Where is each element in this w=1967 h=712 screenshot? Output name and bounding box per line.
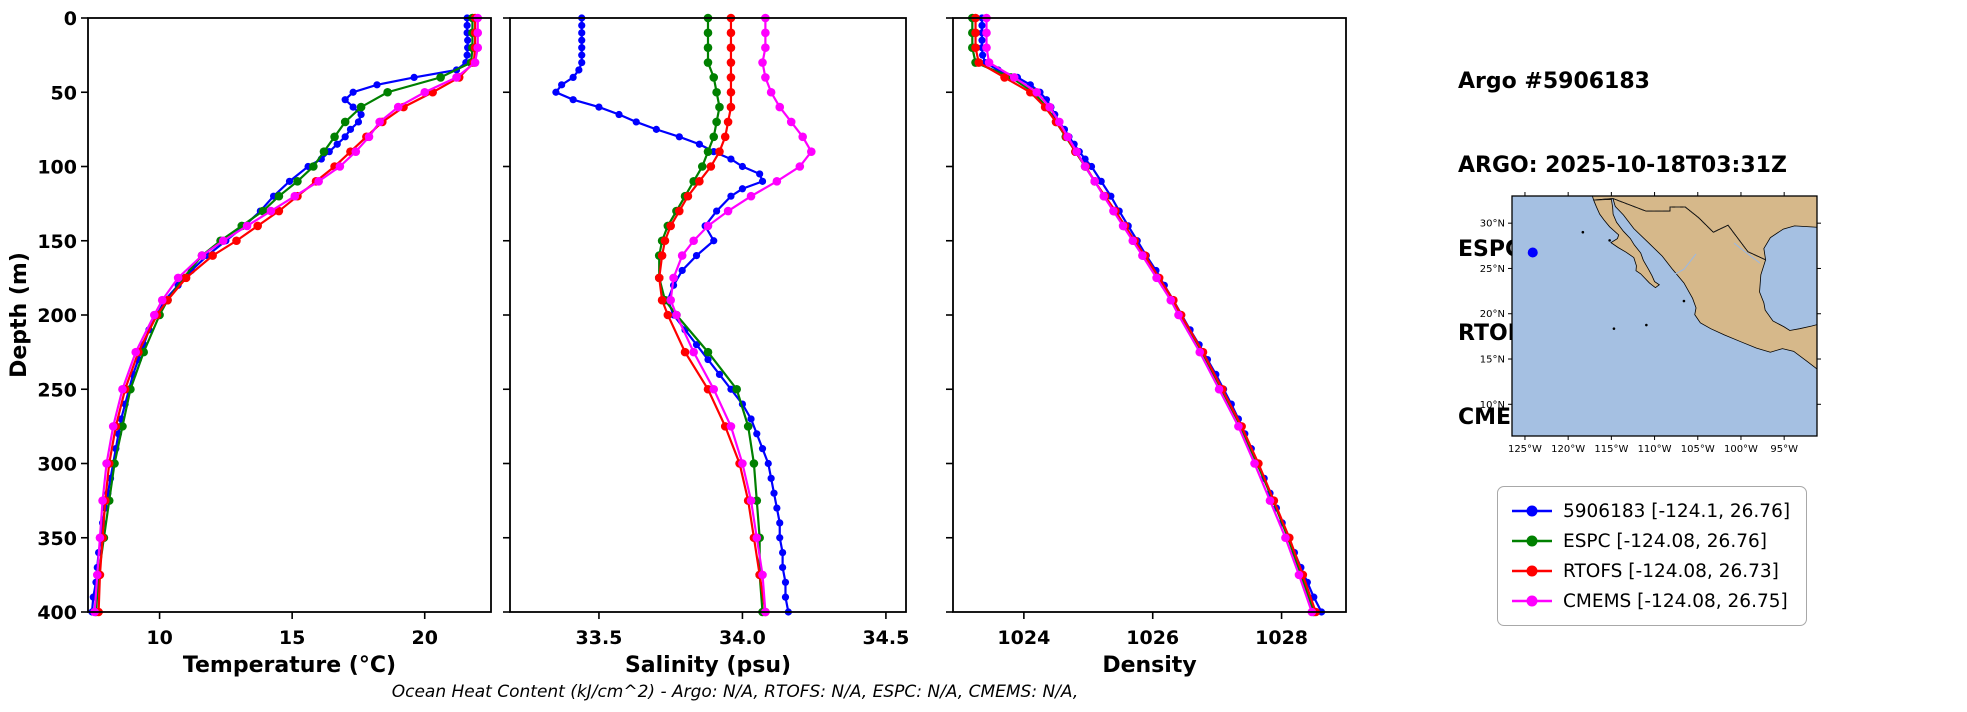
- location-map-wrap: 125°W 120°W 115°W 110°W 105°W 100°W 95°W 10°N 15…: [1462, 190, 1842, 484]
- argo-timestamp: ARGO: 2025-10-18T03:31Z: [1458, 153, 1787, 178]
- figure-title: Argo #5906183: [1458, 69, 1650, 94]
- svg-text:115°W: 115°W: [1594, 444, 1628, 455]
- legend-label-rtofs: RTOFS [-124.08, 26.73]: [1563, 560, 1779, 582]
- svg-text:30°N: 30°N: [1480, 219, 1505, 230]
- svg-text:20°N: 20°N: [1480, 309, 1505, 320]
- legend-label-espc: ESPC [-124.08, 26.76]: [1563, 530, 1767, 552]
- svg-text:1026: 1026: [1126, 627, 1179, 649]
- legend-item-rtofs: RTOFS [-124.08, 26.73]: [1510, 556, 1790, 586]
- svg-text:125°W: 125°W: [1508, 444, 1542, 455]
- svg-text:Temperature (°C): Temperature (°C): [183, 653, 396, 678]
- svg-text:15°N: 15°N: [1480, 355, 1505, 366]
- legend-item-espc: ESPC [-124.08, 26.76]: [1510, 526, 1790, 556]
- svg-text:400: 400: [37, 602, 77, 624]
- svg-text:95°W: 95°W: [1770, 444, 1798, 455]
- svg-text:Depth (m): Depth (m): [7, 252, 32, 378]
- svg-text:1024: 1024: [997, 627, 1050, 649]
- svg-text:Density: Density: [1102, 653, 1196, 678]
- svg-text:350: 350: [37, 528, 77, 550]
- argo-line-marker-icon: [1512, 505, 1552, 517]
- ocean-heat-content-caption: Ocean Heat Content (kJ/cm^2) - Argo: N/A…: [391, 682, 1079, 702]
- svg-text:120°W: 120°W: [1551, 444, 1585, 455]
- salinity-profile-chart: 33.5 34.0 34.5 Salinity (psu): [503, 13, 909, 678]
- svg-text:200: 200: [37, 305, 77, 327]
- legend: 5906183 [-124.1, 26.76] ESPC [-124.08, 2…: [1497, 486, 1808, 626]
- svg-text:105°W: 105°W: [1681, 444, 1715, 455]
- svg-text:150: 150: [37, 231, 77, 253]
- svg-text:25°N: 25°N: [1480, 264, 1505, 275]
- rtofs-line-marker-icon: [1512, 565, 1552, 577]
- svg-text:1028: 1028: [1255, 627, 1308, 649]
- svg-text:20: 20: [411, 627, 437, 649]
- svg-text:15: 15: [279, 627, 305, 649]
- legend-label-cmems: CMEMS [-124.08, 26.75]: [1563, 590, 1788, 612]
- svg-text:Salinity (psu): Salinity (psu): [625, 653, 791, 678]
- legend-label-argo: 5906183 [-124.1, 26.76]: [1563, 500, 1791, 522]
- svg-text:0: 0: [64, 8, 77, 30]
- temperature-profile-chart: 10 15 20050100150200250300350400Temperatur…: [7, 8, 492, 678]
- svg-text:34.5: 34.5: [862, 627, 909, 649]
- svg-text:50: 50: [51, 82, 77, 104]
- svg-text:300: 300: [37, 454, 77, 476]
- svg-text:100°W: 100°W: [1724, 444, 1758, 455]
- svg-text:110°W: 110°W: [1638, 444, 1672, 455]
- legend-item-argo: 5906183 [-124.1, 26.76]: [1510, 496, 1790, 526]
- location-map: 125°W 120°W 115°W 110°W 105°W 100°W 95°W 10°N 15…: [1480, 192, 1821, 455]
- svg-text:100: 100: [37, 157, 77, 179]
- svg-text:34.0: 34.0: [719, 627, 766, 649]
- svg-text:33.5: 33.5: [576, 627, 623, 649]
- espc-line-marker-icon: [1512, 535, 1552, 547]
- density-profile-chart: 1024 1026 1028 Density: [946, 13, 1347, 678]
- cmems-line-marker-icon: [1512, 595, 1552, 607]
- svg-text:250: 250: [37, 379, 77, 401]
- legend-item-cmems: CMEMS [-124.08, 26.75]: [1510, 586, 1790, 616]
- svg-text:10°N: 10°N: [1480, 400, 1505, 411]
- svg-text:10: 10: [146, 627, 172, 649]
